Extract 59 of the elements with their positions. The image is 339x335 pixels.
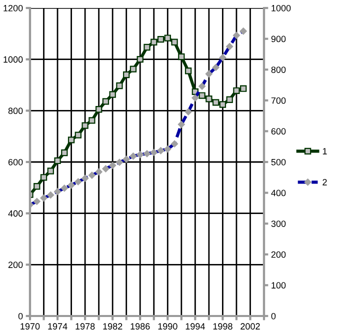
y-tick-label: 1000 [4,56,23,63]
x-tick-label: 1990 [158,323,178,330]
point [144,44,150,51]
y2-tick-label: 300 [271,220,286,227]
point [123,71,130,78]
point [88,117,96,124]
x-tick-label: 2002 [240,323,260,330]
point [198,92,206,99]
point [109,91,116,98]
point [233,87,240,94]
point [54,157,61,164]
x-tick-label: 1998 [213,323,232,330]
x-tick-label: 1982 [103,323,122,330]
x-tick-label: 1970 [20,323,40,330]
legend-label: 2 [322,179,327,186]
legend-label: 1 [322,148,327,154]
point [116,82,123,90]
y-tick-label: 1200 [4,4,23,12]
point [130,66,137,72]
y2-tick-label: 1000 [272,4,291,12]
y-tick-label: 800 [8,108,23,114]
x-tick-label: 1994 [186,323,205,330]
y-tick-label: 200 [8,262,23,268]
y2-tick-label: 900 [271,36,286,42]
y-tick-label: 600 [8,158,23,166]
y2-tick-label: 600 [271,128,286,135]
x-tick-label: 1986 [130,323,150,330]
point [178,53,185,60]
point [74,132,82,138]
point [157,36,164,43]
point [95,106,102,113]
point [164,34,171,42]
y2-tick-label: 400 [271,190,286,196]
y2-tick-label: 200 [271,251,286,258]
point [240,85,247,92]
point [206,96,212,102]
point [136,56,144,63]
point [68,136,75,144]
point [34,183,40,190]
point [226,96,233,103]
point [47,168,54,174]
point [219,101,226,108]
point [171,38,178,46]
y2-tick-label: 800 [271,66,286,73]
x-tick-label: 1974 [48,323,68,330]
x-tick-label: 1978 [76,323,95,330]
y2-tick-label: 700 [271,97,286,104]
point [102,98,110,105]
y2-tick-label: 100 [272,282,286,289]
y2-tick-label: 500 [271,158,286,166]
point [184,68,192,74]
point [82,122,88,129]
point [212,99,220,106]
point [61,149,68,156]
point [150,38,158,46]
y2-tick-label: 0 [271,312,276,320]
point [40,174,48,181]
y-tick-label: 0 [18,312,23,320]
y-tick-label: 400 [8,210,23,217]
